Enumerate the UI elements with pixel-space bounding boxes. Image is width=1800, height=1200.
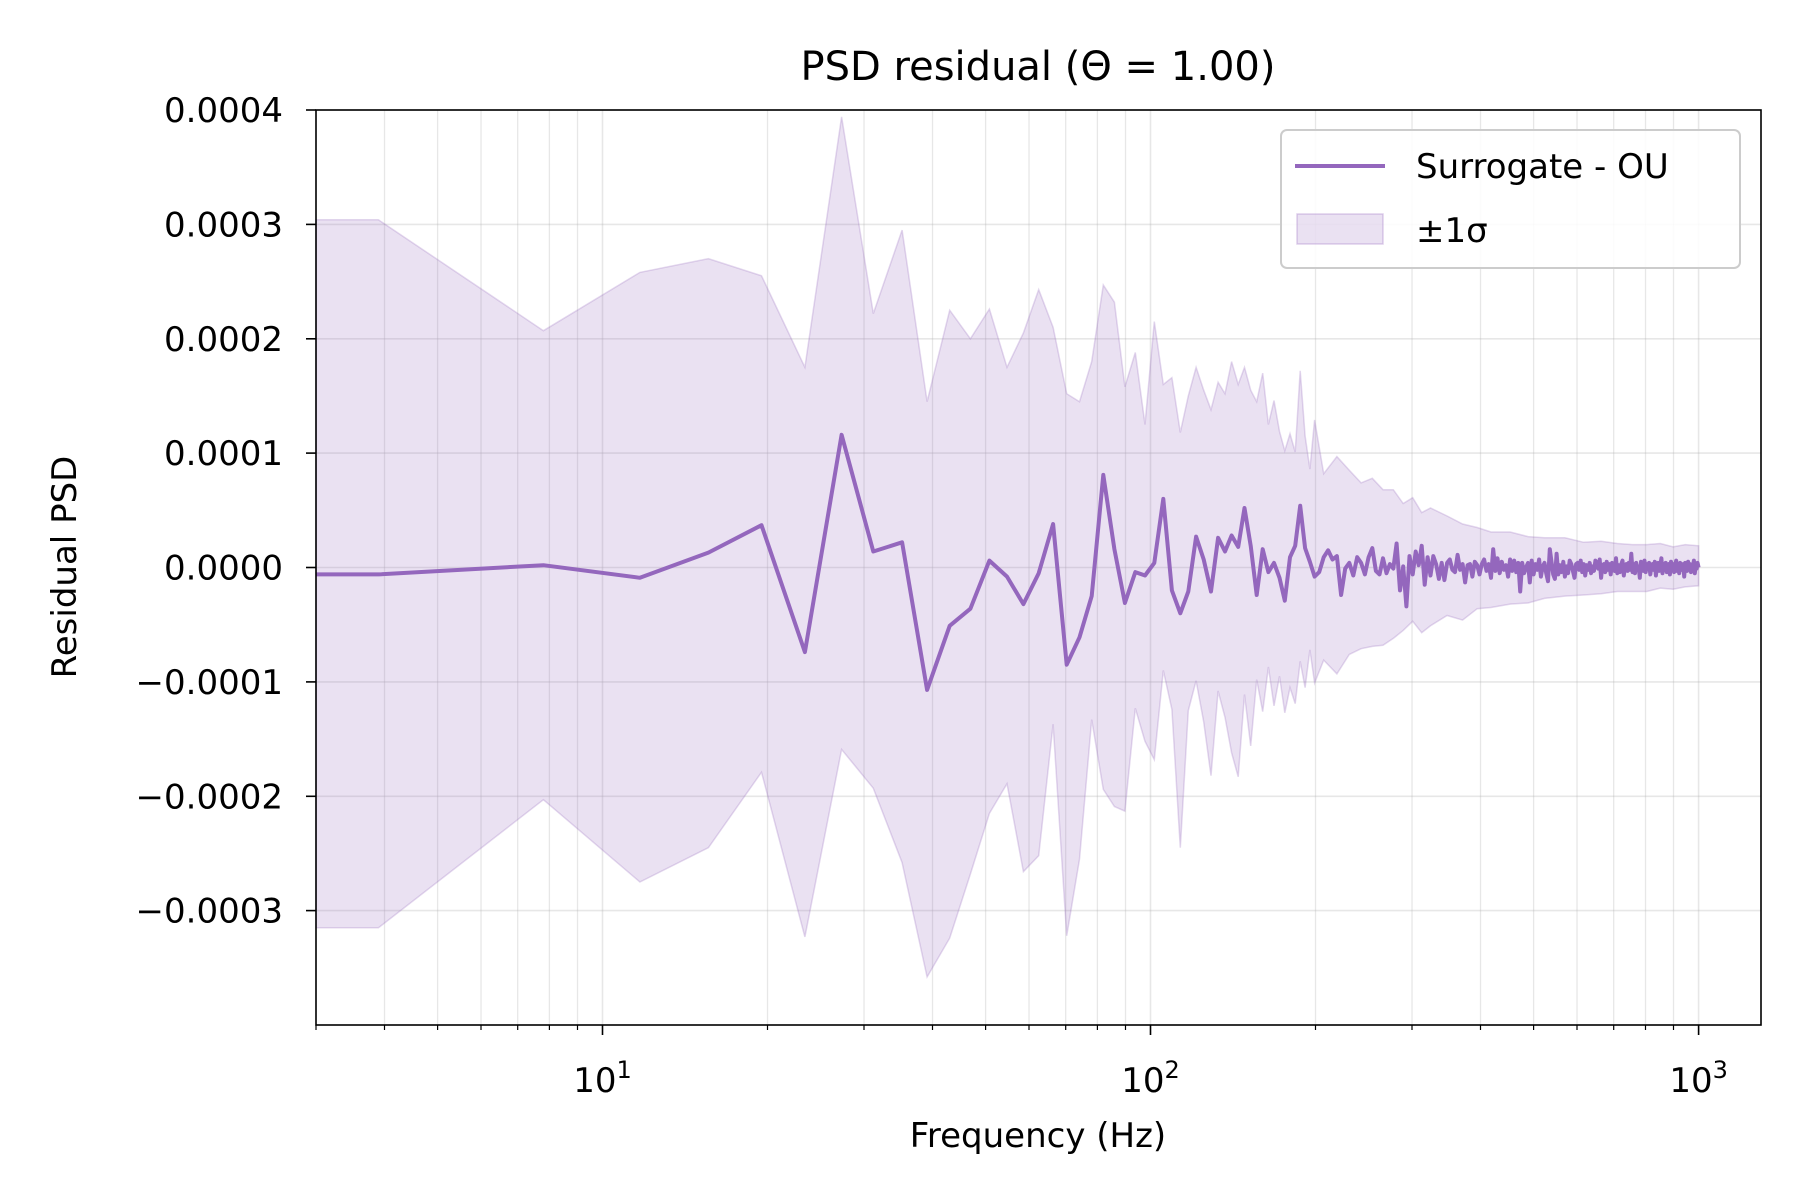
x-axis-label: Frequency (Hz) — [910, 1116, 1166, 1156]
plot-area — [315, 109, 1762, 1026]
y-tick-label: 0.0000 — [164, 549, 283, 589]
x-tick-label: 103 — [1669, 1056, 1728, 1101]
y-tick-label: 0.0003 — [164, 205, 283, 245]
y-tick-label: −0.0002 — [136, 777, 283, 817]
y-axis-label: Residual PSD — [45, 456, 85, 679]
y-axis: 0.0004 0.0003 0.0002 0.0001 0.0000 −0.0001 −0.… — [136, 91, 316, 932]
chart-title: PSD residual (Θ = 1.00) — [801, 44, 1276, 90]
x-axis: 101 102 103 — [315, 1025, 1728, 1101]
y-tick-label: −0.0001 — [136, 663, 283, 703]
legend: Surrogate - OU ±1σ — [1280, 129, 1741, 269]
legend-box — [1280, 129, 1741, 269]
legend-label-band: ±1σ — [1416, 211, 1488, 251]
y-tick-label: −0.0003 — [136, 892, 283, 932]
sigma-band — [315, 116, 1700, 980]
x-tick-label: 101 — [573, 1056, 632, 1101]
y-tick-label: 0.0002 — [164, 320, 283, 360]
x-tick-label: 102 — [1121, 1056, 1180, 1101]
y-tick-label: 0.0001 — [164, 434, 283, 474]
legend-band-swatch — [1296, 213, 1384, 245]
series-line-surrogate-ou — [316, 432, 1701, 692]
legend-label-series: Surrogate - OU — [1416, 147, 1669, 187]
y-tick-label: 0.0004 — [164, 91, 283, 131]
